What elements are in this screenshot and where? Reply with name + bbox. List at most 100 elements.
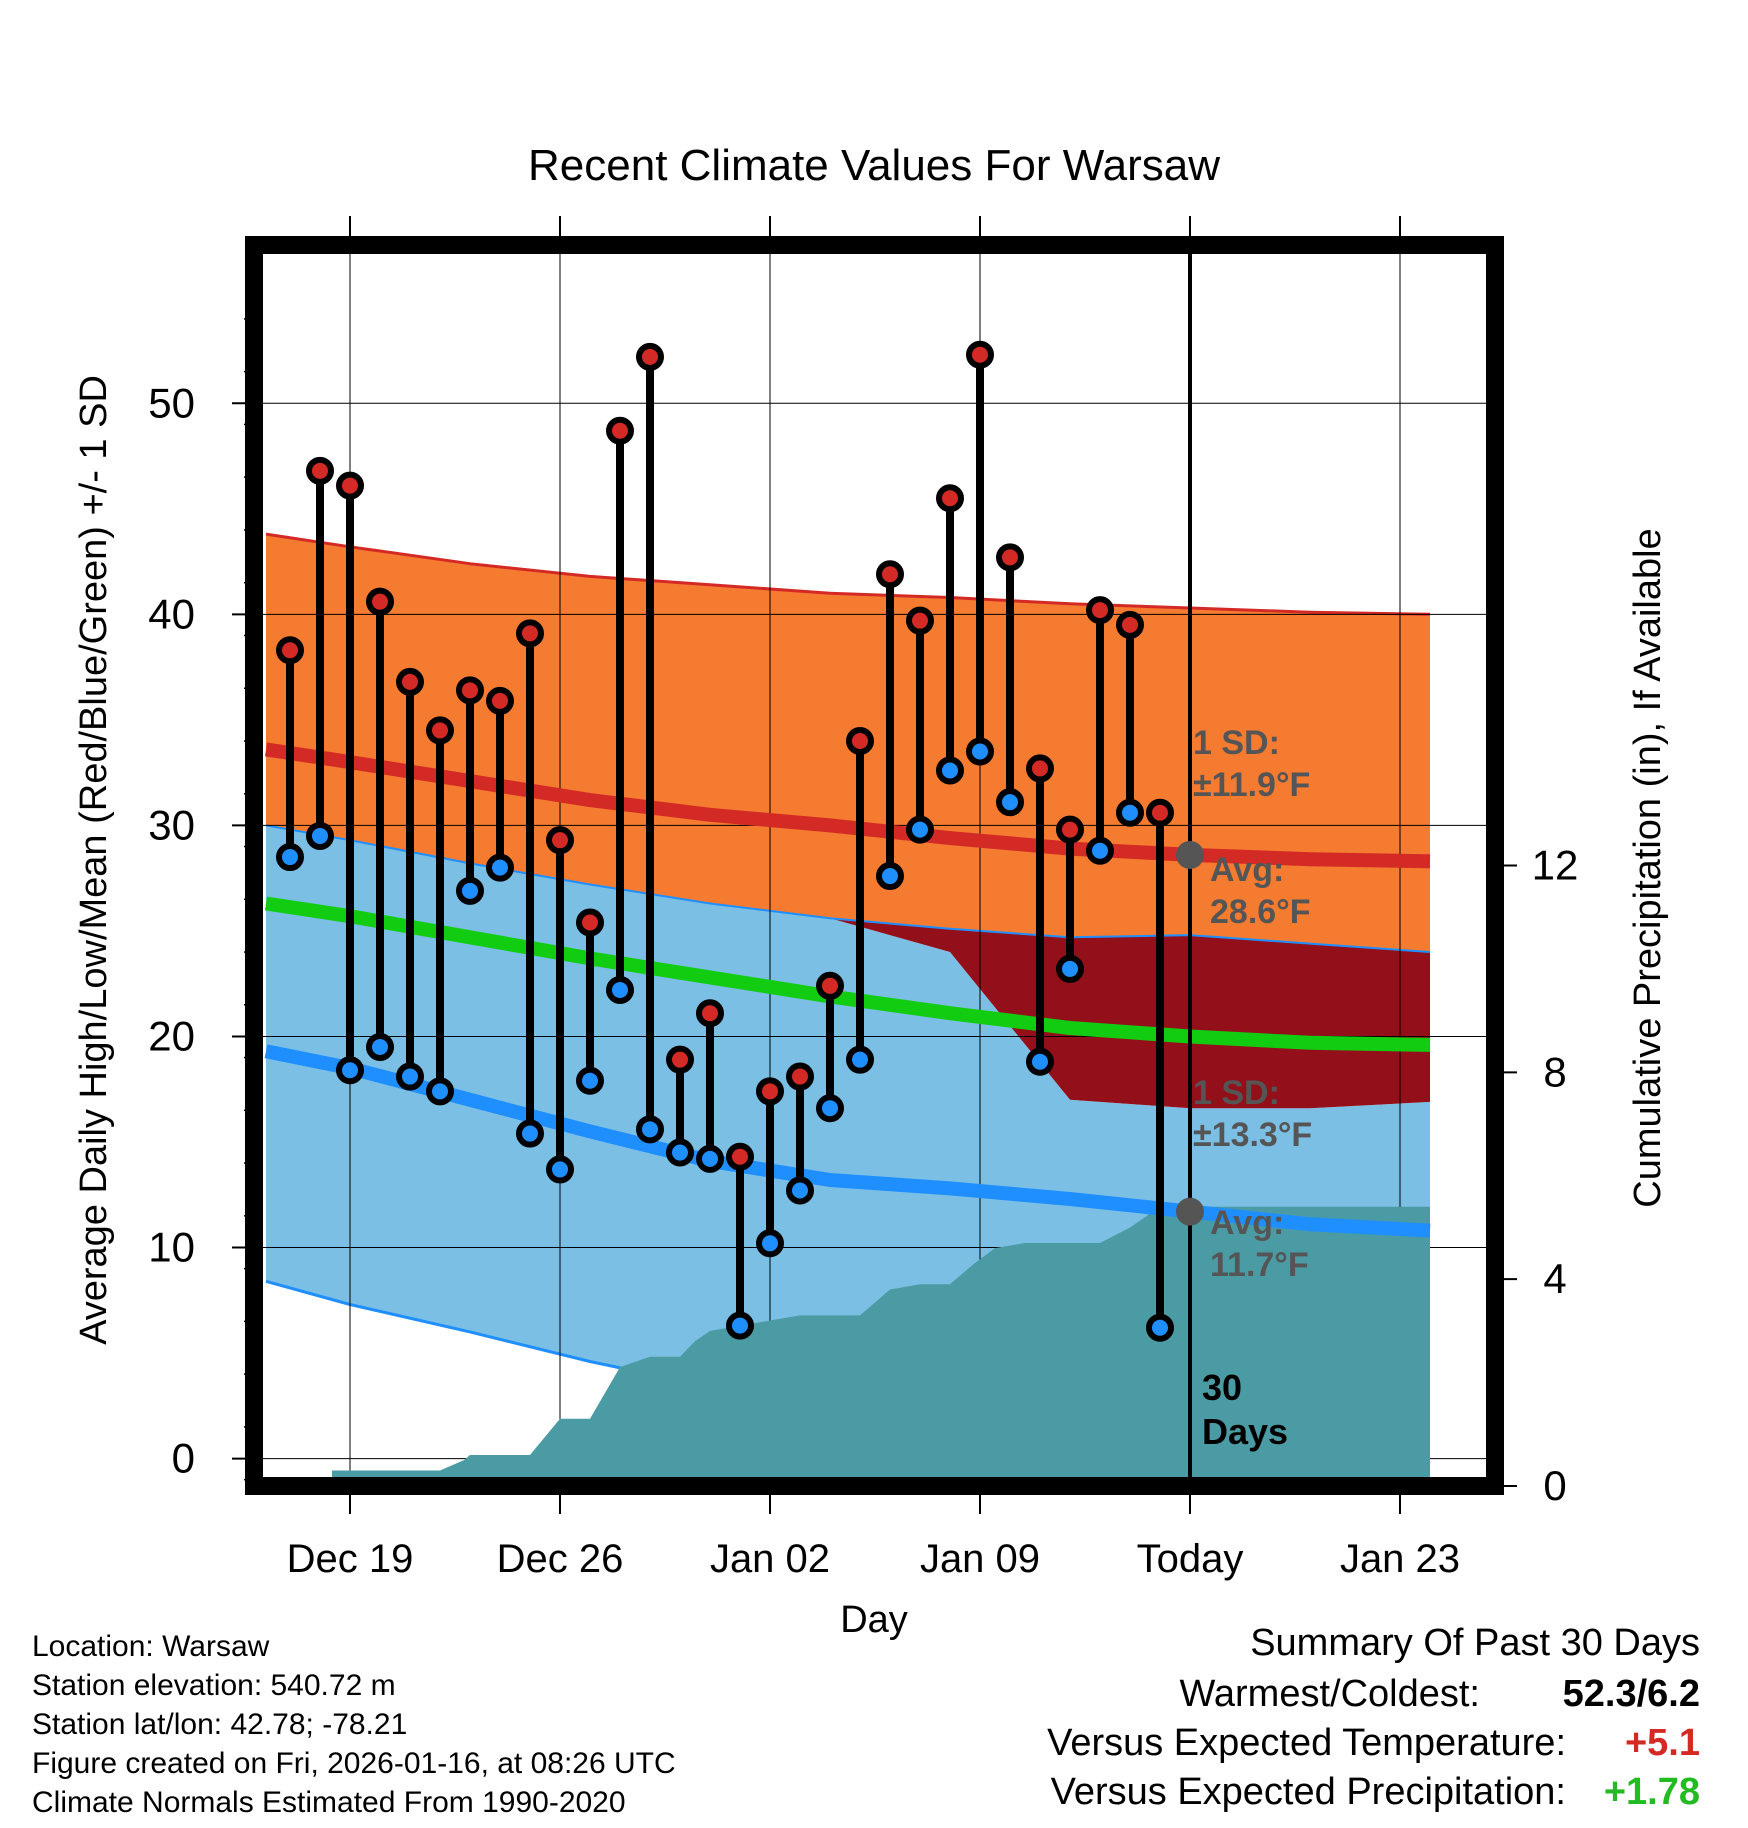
daily-low-marker bbox=[1116, 798, 1144, 827]
summary-warmest-coldest-value: 52.3/6.2 bbox=[1562, 1673, 1700, 1715]
today-low-avg-dot bbox=[1176, 1197, 1204, 1226]
daily-high-marker bbox=[546, 826, 574, 855]
normal-high-line bbox=[264, 742, 1431, 869]
today-days-label: Days bbox=[1202, 1411, 1288, 1452]
x-tick-label: Jan 02 bbox=[710, 1537, 830, 1581]
daily-low-marker bbox=[276, 843, 304, 872]
daily-low-marker bbox=[306, 821, 334, 850]
daily-high-marker bbox=[486, 686, 514, 715]
high-lower-sd-line bbox=[265, 824, 1431, 953]
daily-high-marker bbox=[846, 726, 874, 755]
daily-low-marker bbox=[696, 1144, 724, 1173]
y2-tick-label: 8 bbox=[1543, 1048, 1566, 1095]
daily-low-marker bbox=[756, 1229, 784, 1258]
daily-high-marker bbox=[516, 619, 544, 648]
daily-low-marker bbox=[906, 815, 934, 844]
low-sd-value: ±13.3°F bbox=[1193, 1116, 1312, 1154]
footer-normals: Climate Normals Estimated From 1990-2020 bbox=[32, 1786, 626, 1819]
y2-tick-label: 4 bbox=[1543, 1255, 1566, 1302]
daily-low-marker bbox=[396, 1062, 424, 1091]
daily-high-marker bbox=[1056, 815, 1084, 844]
footer-elevation: Station elevation: 540.72 m bbox=[32, 1669, 396, 1702]
daily-high-marker bbox=[996, 543, 1024, 572]
low-avg-value: 11.7°F bbox=[1210, 1246, 1309, 1284]
y-tick-label: 40 bbox=[148, 590, 195, 637]
daily-low-marker bbox=[426, 1077, 454, 1106]
daily-high-marker bbox=[696, 999, 724, 1028]
y-tick-label: 0 bbox=[172, 1435, 195, 1482]
summary-precip-value: +1.78 bbox=[1603, 1771, 1700, 1813]
x-tick-label: Today bbox=[1137, 1537, 1244, 1581]
daily-low-marker bbox=[546, 1155, 574, 1184]
daily-high-marker bbox=[1116, 610, 1144, 639]
x-tick-label: Jan 23 bbox=[1340, 1537, 1460, 1581]
daily-low-marker bbox=[516, 1119, 544, 1148]
daily-high-marker bbox=[276, 636, 304, 665]
daily-low-marker bbox=[786, 1176, 814, 1205]
low-sd-label: 1 SD: bbox=[1193, 1074, 1280, 1112]
daily-low-marker bbox=[366, 1033, 394, 1062]
daily-high-marker bbox=[576, 908, 604, 937]
daily-low-marker bbox=[876, 862, 904, 891]
y-tick-label: 30 bbox=[148, 801, 195, 848]
daily-low-marker bbox=[1026, 1047, 1054, 1076]
precip-area bbox=[266, 1206, 1430, 1486]
chart-title: Recent Climate Values For Warsaw bbox=[528, 141, 1220, 190]
y2-axis-label: Cumulative Precipitation (in), If Availa… bbox=[1627, 528, 1669, 1207]
footer-created: Figure created on Fri, 2026-01-16, at 08… bbox=[32, 1747, 676, 1780]
high-sd-label: 1 SD: bbox=[1193, 724, 1280, 762]
daily-high-marker bbox=[1086, 596, 1114, 625]
high-upper-sd-line bbox=[265, 532, 1431, 616]
daily-low-marker bbox=[1056, 954, 1084, 983]
daily-high-marker bbox=[906, 606, 934, 635]
daily-high-marker bbox=[606, 416, 634, 445]
today-days-number: 30 bbox=[1202, 1367, 1242, 1408]
daily-high-marker bbox=[306, 456, 334, 485]
summary-temp-value: +5.1 bbox=[1624, 1722, 1700, 1764]
daily-high-marker bbox=[936, 484, 964, 513]
footer-latlon: Station lat/lon: 42.78; -78.21 bbox=[32, 1708, 408, 1741]
daily-high-marker bbox=[426, 716, 454, 745]
daily-high-marker bbox=[816, 971, 844, 1000]
daily-low-marker bbox=[456, 876, 484, 905]
daily-high-marker bbox=[636, 342, 664, 371]
today-high-avg-dot bbox=[1176, 840, 1204, 869]
daily-low-marker bbox=[636, 1115, 664, 1144]
daily-low-marker bbox=[846, 1045, 874, 1074]
y2-tick-label: 0 bbox=[1543, 1462, 1566, 1509]
daily-high-marker bbox=[726, 1142, 754, 1171]
daily-low-marker bbox=[576, 1066, 604, 1095]
daily-low-marker bbox=[1086, 836, 1114, 865]
daily-high-marker bbox=[966, 340, 994, 369]
daily-low-marker bbox=[486, 853, 514, 882]
x-tick-label: Jan 09 bbox=[920, 1537, 1040, 1581]
summary-warmest-coldest-label: Warmest/Coldest: bbox=[1179, 1673, 1480, 1715]
daily-low-marker bbox=[606, 976, 634, 1005]
daily-high-marker bbox=[876, 560, 904, 589]
y-tick-label: 50 bbox=[148, 379, 195, 426]
summary-title: Summary Of Past 30 Days bbox=[1250, 1622, 1700, 1664]
daily-high-marker bbox=[1026, 754, 1054, 783]
daily-high-marker bbox=[336, 471, 364, 500]
daily-high-marker bbox=[456, 676, 484, 705]
daily-low-marker bbox=[666, 1138, 694, 1167]
high-avg-label: Avg: bbox=[1210, 851, 1284, 889]
summary-temp-label: Versus Expected Temperature: bbox=[1047, 1722, 1566, 1764]
daily-high-marker bbox=[366, 587, 394, 616]
daily-low-marker bbox=[936, 756, 964, 785]
daily-low-marker bbox=[1146, 1313, 1174, 1342]
daily-low-marker bbox=[336, 1056, 364, 1085]
y2-tick-label: 12 bbox=[1532, 842, 1579, 889]
daily-low-marker bbox=[816, 1094, 844, 1123]
daily-low-marker bbox=[966, 737, 994, 766]
x-tick-label: Dec 19 bbox=[287, 1537, 414, 1581]
daily-low-marker bbox=[726, 1311, 754, 1340]
daily-high-marker bbox=[756, 1077, 784, 1106]
summary-precip-label: Versus Expected Precipitation: bbox=[1050, 1771, 1566, 1813]
y-tick-label: 10 bbox=[148, 1224, 195, 1271]
low-avg-label: Avg: bbox=[1210, 1204, 1284, 1242]
high-sd-value: ±11.9°F bbox=[1193, 766, 1310, 804]
x-tick-label: Dec 26 bbox=[497, 1537, 624, 1581]
daily-high-marker bbox=[1146, 798, 1174, 827]
